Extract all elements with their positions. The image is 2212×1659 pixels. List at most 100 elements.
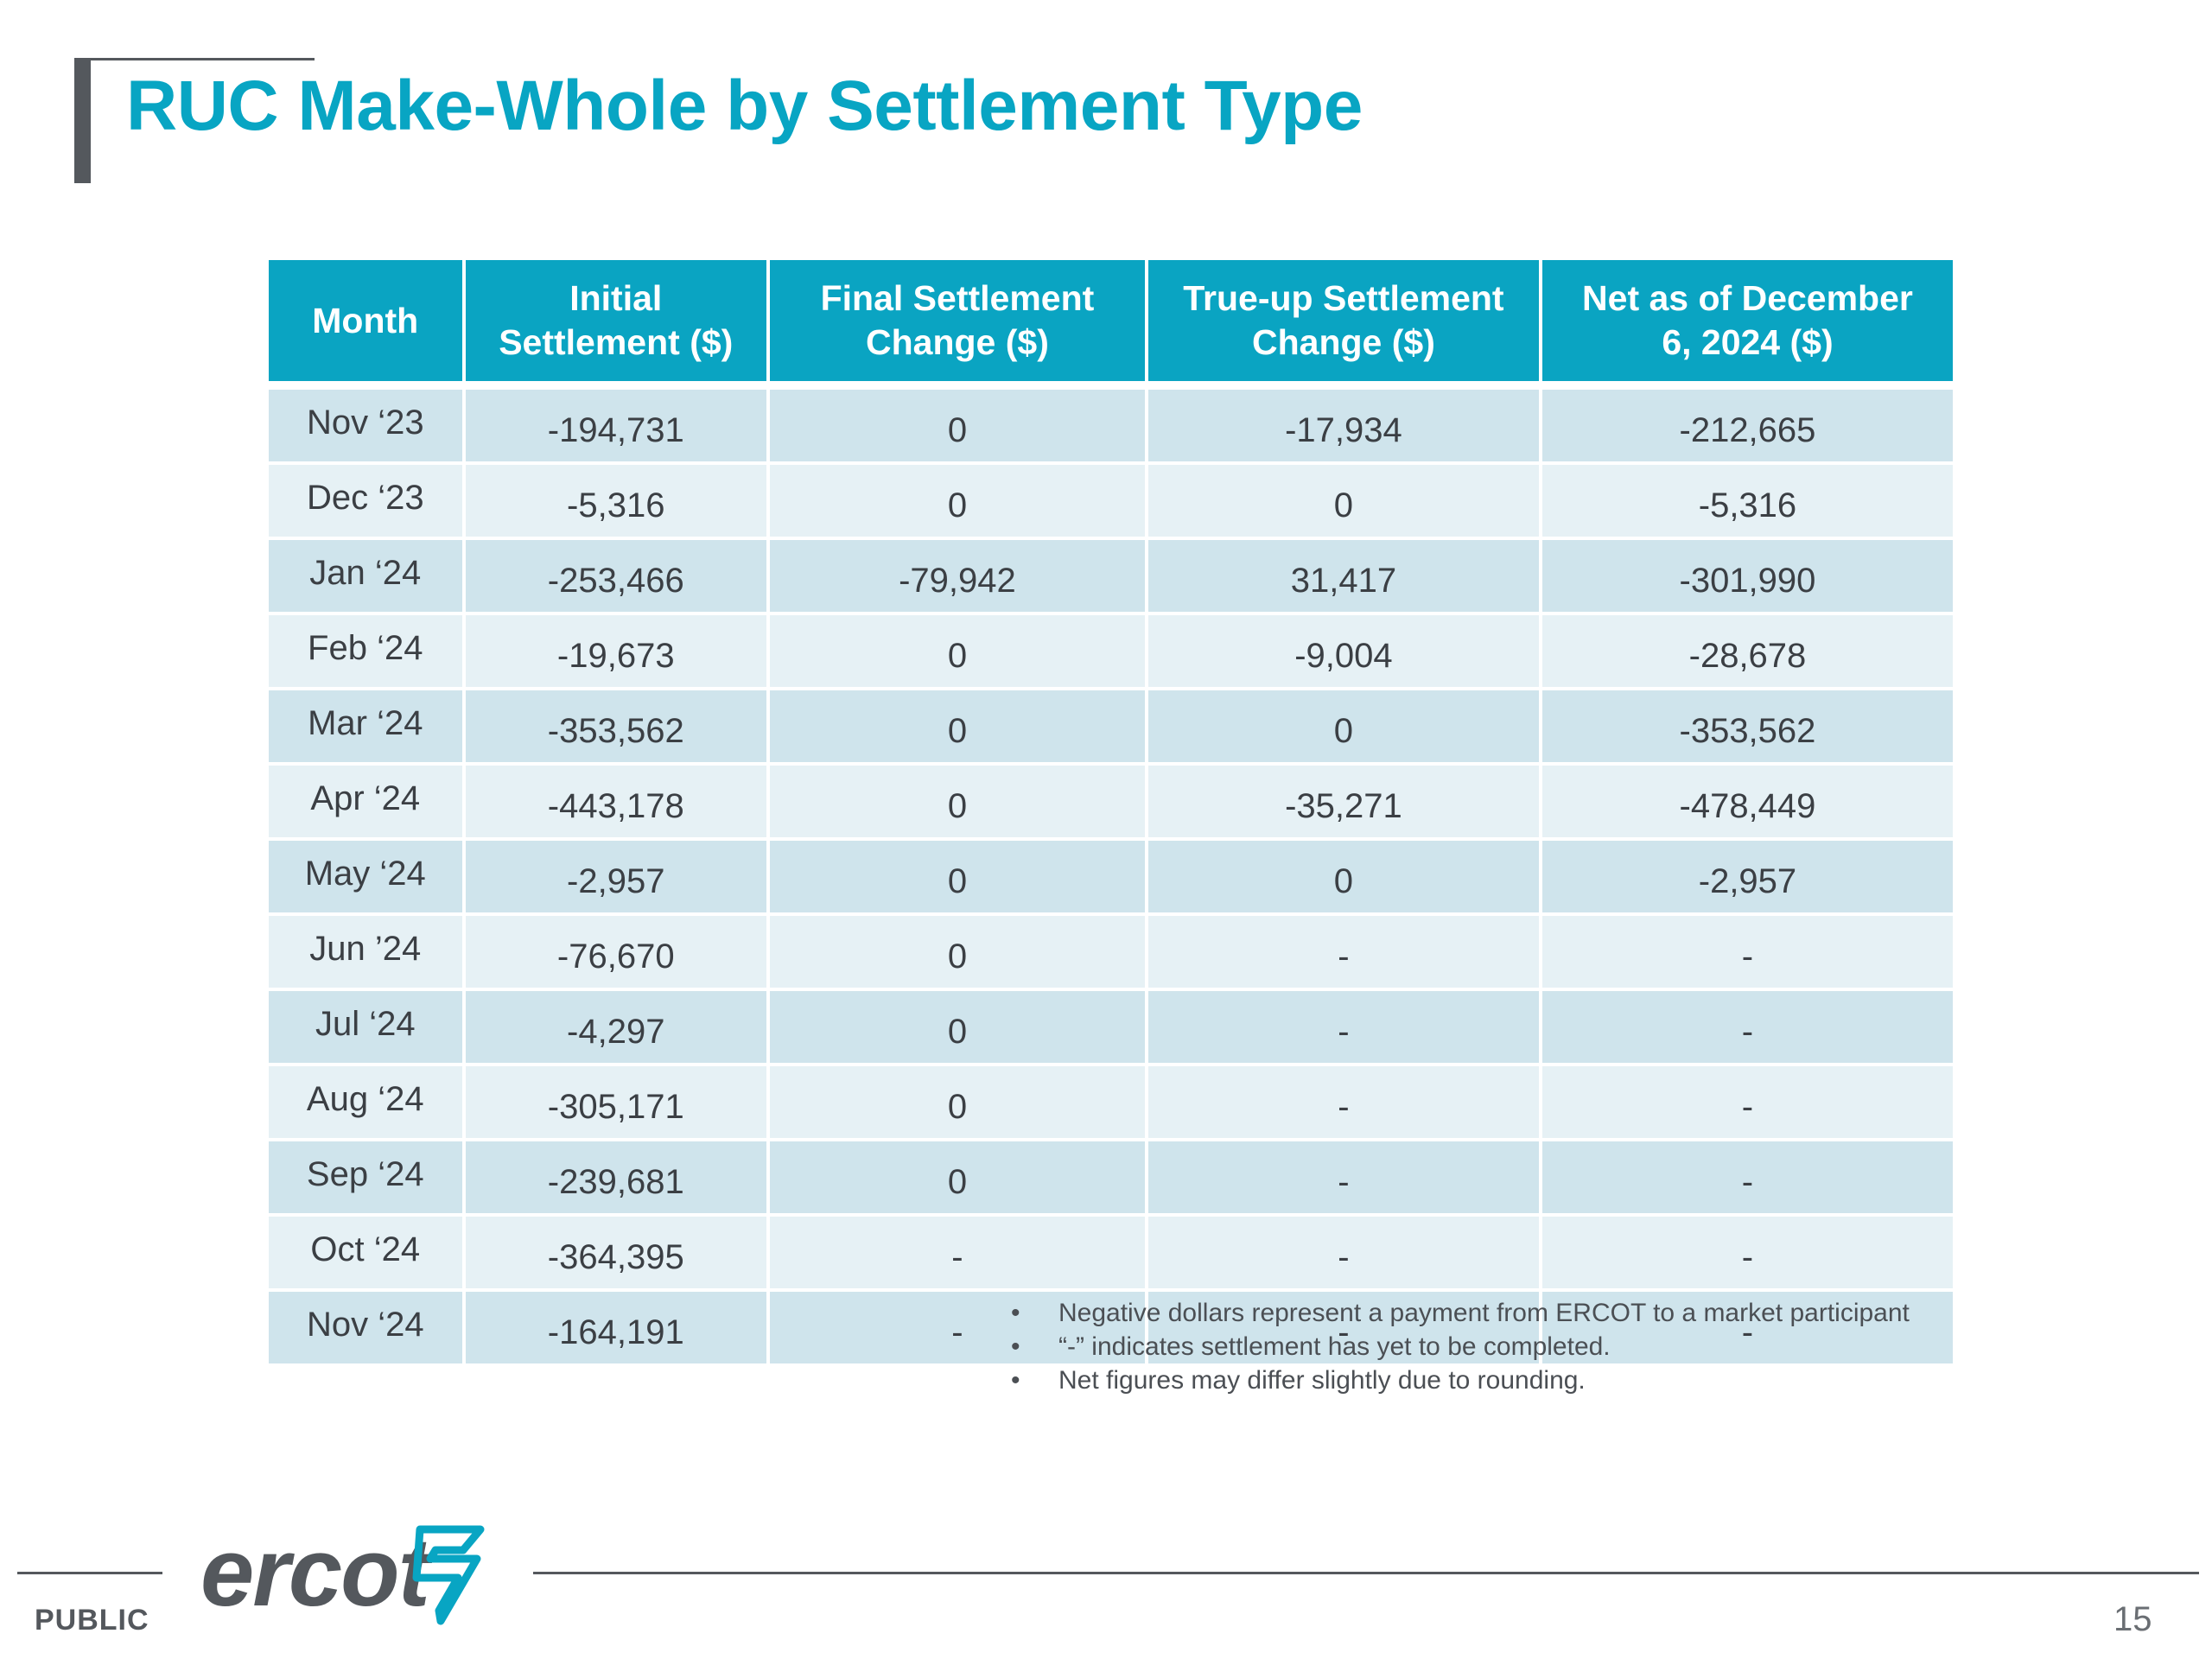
table-row: Jul ‘24 -4,297 0- - [269,991,1953,1063]
bullet-icon: • [1011,1299,1020,1327]
cell-net: -212,665 [1541,385,1953,461]
cell-net: -478,449 [1541,766,1953,837]
cell-initial-settlement: -253,466 [465,540,766,612]
cell-true-up-settlement-change: - [1147,1141,1539,1213]
cell-true-up-settlement-change: - [1147,1066,1539,1138]
cell-initial-settlement: -353,562 [465,690,766,762]
table-row: Feb ‘24 -19,673 0 -9,004 -28,678 [269,615,1953,687]
header-line: Settlement ($) [499,322,734,362]
cell-month: Aug ‘24 [269,1066,462,1138]
cell-true-up-settlement-change: 0 [1147,690,1539,762]
settlement-table: Month Initial Settlement ($) Final Settl… [265,257,1956,1367]
footer-rule-left [17,1572,162,1574]
table-row: Aug ‘24 -305,171 0- - [269,1066,1953,1138]
cell-true-up-settlement-change: - [1147,916,1539,988]
table-row: Nov ‘23 -194,731 0 -17,934 -212,665 [269,385,1953,461]
column-header-initial-settlement: Initial Settlement ($) [465,260,766,381]
cell-true-up-settlement-change: -35,271 [1147,766,1539,837]
lightning-bolt-icon [412,1525,485,1625]
cell-month: Sep ‘24 [269,1141,462,1213]
cell-month: Oct ‘24 [269,1217,462,1288]
header-line: Net as of December [1582,278,1913,318]
cell-final-settlement-change: 0 [769,1141,1145,1213]
table-row: Oct ‘24 -364,395- - - [269,1217,1953,1288]
cell-net: -353,562 [1541,690,1953,762]
cell-final-settlement-change: 0 [769,465,1145,537]
header-line: 6, 2024 ($) [1662,322,1834,362]
cell-initial-settlement: -164,191 [465,1292,766,1363]
bullet-icon: • [1011,1332,1020,1361]
cell-month: Apr ‘24 [269,766,462,837]
cell-month: Mar ‘24 [269,690,462,762]
cell-final-settlement-change: 0 [769,1066,1145,1138]
cell-month: Dec ‘23 [269,465,462,537]
cell-net: -2,957 [1541,841,1953,912]
table-row: Jun ’24 -76,670 0- - [269,916,1953,988]
bullet-icon: • [1011,1366,1020,1395]
table-row: Dec ‘23 -5,316 0 0 -5,316 [269,465,1953,537]
cell-final-settlement-change: 0 [769,991,1145,1063]
cell-net: -28,678 [1541,615,1953,687]
cell-initial-settlement: -239,681 [465,1141,766,1213]
footnote-item: • Net figures may differ slightly due to… [1011,1363,1910,1397]
cell-final-settlement-change: 0 [769,690,1145,762]
cell-true-up-settlement-change: - [1147,991,1539,1063]
page-number: 15 [2113,1600,2152,1638]
column-header-month: Month [269,260,462,381]
header-line: Final Settlement [820,278,1095,318]
cell-final-settlement-change: 0 [769,766,1145,837]
table-body: Nov ‘23 -194,731 0 -17,934 -212,665 Dec ‘23 -5… [269,385,1953,1363]
cell-initial-settlement: -4,297 [465,991,766,1063]
header-line: Initial [569,278,663,318]
cell-true-up-settlement-change: 0 [1147,465,1539,537]
footnotes: • Negative dollars represent a payment f… [1011,1296,1910,1397]
cell-net: - [1541,1292,1953,1363]
table-row: Apr ‘24 -443,178 0 -35,271 -478,449 [269,766,1953,837]
title-accent-bar [74,58,91,183]
ercot-logo: ercot [200,1512,494,1633]
cell-initial-settlement: -364,395 [465,1217,766,1288]
cell-true-up-settlement-change: - [1147,1292,1539,1363]
cell-true-up-settlement-change: - [1147,1217,1539,1288]
cell-month: Jan ‘24 [269,540,462,612]
cell-net: - [1541,1066,1953,1138]
cell-final-settlement-change: - [769,1217,1145,1288]
logo-wordmark: ercot [200,1518,430,1626]
cell-final-settlement-change: 0 [769,916,1145,988]
cell-true-up-settlement-change: -17,934 [1147,385,1539,461]
cell-net: - [1541,1141,1953,1213]
cell-final-settlement-change: -79,942 [769,540,1145,612]
cell-final-settlement-change: 0 [769,841,1145,912]
cell-true-up-settlement-change: 31,417 [1147,540,1539,612]
cell-true-up-settlement-change: -9,004 [1147,615,1539,687]
header-line: Month [312,300,419,340]
cell-final-settlement-change: 0 [769,385,1145,461]
cell-net: - [1541,991,1953,1063]
cell-net: -5,316 [1541,465,1953,537]
column-header-final-settlement-change: Final Settlement Change ($) [769,260,1145,381]
table-row: Jan ‘24 -253,466 -79,942 31,417 -301,990 [269,540,1953,612]
cell-initial-settlement: -19,673 [465,615,766,687]
table-row: May ‘24 -2,957 0 0 -2,957 [269,841,1953,912]
column-header-net: Net as of December 6, 2024 ($) [1541,260,1953,381]
header-line: Change ($) [1252,322,1435,362]
column-header-true-up-settlement-change: True-up Settlement Change ($) [1147,260,1539,381]
cell-initial-settlement: -194,731 [465,385,766,461]
cell-initial-settlement: -76,670 [465,916,766,988]
classification-label: PUBLIC [35,1604,149,1637]
title-accent-rule [74,58,315,60]
cell-month: Nov ‘24 [269,1292,462,1363]
slide-title: RUC Make-Whole by Settlement Type [126,67,1363,145]
header-line: True-up Settlement [1183,278,1504,318]
footnote-item: • Negative dollars represent a payment f… [1011,1296,1910,1330]
cell-month: Jul ‘24 [269,991,462,1063]
footnote-text: Net figures may differ slightly due to r… [1058,1366,1586,1395]
table-row: Nov ‘24 -164,191- - - [269,1292,1953,1363]
cell-initial-settlement: -2,957 [465,841,766,912]
table-row: Mar ‘24 -353,562 0 0 -353,562 [269,690,1953,762]
cell-net: - [1541,1217,1953,1288]
cell-month: May ‘24 [269,841,462,912]
footnote-item: • “-” indicates settlement has yet to be… [1011,1330,1910,1363]
table-header-row: Month Initial Settlement ($) Final Settl… [269,260,1953,381]
cell-final-settlement-change: 0 [769,615,1145,687]
